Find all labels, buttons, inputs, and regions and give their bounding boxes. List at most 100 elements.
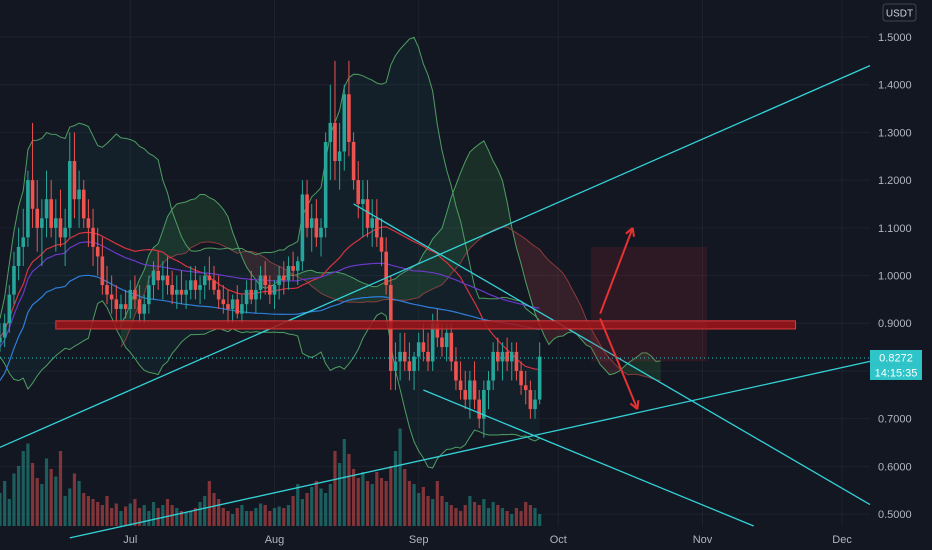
candle-body bbox=[477, 399, 481, 419]
volume-bar bbox=[440, 496, 444, 526]
cloud-segment bbox=[642, 352, 647, 377]
candle-body bbox=[314, 218, 319, 238]
volume-bar bbox=[496, 505, 500, 526]
cloud-segment bbox=[404, 269, 410, 301]
cloud-segment bbox=[209, 197, 215, 243]
volume-bar bbox=[96, 502, 100, 526]
candle-body bbox=[105, 285, 109, 295]
volume-bar bbox=[342, 439, 346, 526]
cloud-segment bbox=[358, 280, 363, 303]
candle-body bbox=[77, 189, 81, 200]
volume-bar bbox=[393, 451, 398, 526]
candle-body bbox=[319, 227, 323, 238]
time-tick-label: Nov bbox=[693, 534, 713, 546]
candle-body bbox=[216, 289, 221, 300]
price-tick-label: 0.5000 bbox=[878, 509, 912, 521]
volume-bar bbox=[454, 508, 458, 526]
cloud-segment bbox=[451, 184, 456, 274]
candle-body bbox=[458, 380, 463, 391]
candle-body bbox=[7, 294, 12, 324]
candle-body bbox=[323, 141, 328, 228]
candle-body bbox=[165, 275, 170, 286]
volume-bar bbox=[105, 496, 109, 526]
cloud-segment bbox=[232, 232, 238, 254]
volume-bar bbox=[58, 451, 63, 526]
candle-body bbox=[193, 280, 198, 290]
candle-body bbox=[258, 275, 263, 290]
cloud-segment bbox=[516, 232, 522, 264]
volume-bar bbox=[272, 508, 277, 526]
candle-body bbox=[482, 390, 486, 419]
volume-bar bbox=[524, 502, 528, 526]
volume-bar bbox=[244, 511, 249, 526]
candle-body bbox=[523, 385, 528, 391]
trendline-drawings[interactable] bbox=[0, 65, 871, 539]
candle-body bbox=[91, 227, 95, 247]
time-tick-label: Oct bbox=[550, 534, 567, 546]
candle-body bbox=[0, 337, 2, 343]
candle-body bbox=[430, 323, 435, 362]
price-tick-label: 0.7000 bbox=[878, 414, 912, 426]
volume-bar bbox=[519, 511, 523, 526]
candle-body bbox=[86, 218, 91, 228]
candle-body bbox=[230, 299, 235, 309]
time-tick-label: Aug bbox=[265, 534, 285, 546]
volume-bar bbox=[77, 481, 81, 526]
cloud-segment bbox=[655, 360, 661, 381]
candle-body bbox=[528, 390, 533, 410]
volume-bar bbox=[221, 508, 225, 526]
candle-body bbox=[119, 304, 123, 309]
volume-bar bbox=[3, 481, 7, 526]
volume-bar bbox=[477, 505, 481, 526]
cloud-segment bbox=[218, 203, 224, 246]
cloud-segment bbox=[474, 144, 480, 244]
cloud-segment bbox=[418, 253, 424, 298]
candle-body bbox=[514, 351, 519, 371]
volume-bar bbox=[268, 511, 272, 526]
volume-bar bbox=[124, 506, 128, 526]
volume-bar bbox=[324, 493, 328, 526]
volume-bar bbox=[463, 505, 467, 526]
volume-bar bbox=[449, 505, 453, 526]
cloud-segment bbox=[455, 172, 461, 269]
cloud-segment bbox=[562, 273, 568, 336]
cloud-segment bbox=[395, 274, 401, 301]
cloud-segment bbox=[176, 202, 182, 255]
cloud-segment bbox=[544, 255, 549, 345]
candle-body bbox=[156, 270, 160, 281]
candle-body bbox=[509, 351, 514, 362]
volume-bar bbox=[356, 478, 360, 526]
volume-bar bbox=[417, 493, 421, 526]
candle-body bbox=[272, 285, 277, 295]
volume-bar bbox=[361, 472, 365, 526]
time-tick-label: Sep bbox=[409, 534, 429, 546]
price-tick-label: 1.1000 bbox=[878, 223, 912, 235]
volume-bar bbox=[35, 478, 39, 526]
candle-body bbox=[67, 161, 72, 228]
volume-bar bbox=[510, 514, 514, 526]
volume-bar bbox=[137, 508, 142, 526]
candle-body bbox=[35, 208, 40, 228]
candle-body bbox=[291, 266, 295, 271]
time-axis[interactable]: Jul Aug Sep Oct Nov Dec bbox=[123, 534, 852, 546]
candle-body bbox=[379, 237, 384, 252]
cloud-segment bbox=[488, 150, 494, 234]
candle-body bbox=[444, 332, 449, 348]
cloud-segment bbox=[158, 230, 163, 268]
cloud-segment bbox=[558, 268, 563, 337]
candle-body bbox=[347, 94, 351, 142]
candle-body bbox=[226, 304, 230, 309]
candle-body bbox=[435, 323, 440, 338]
candle-body bbox=[486, 380, 491, 391]
cloud-segment bbox=[181, 201, 187, 255]
volume-bar bbox=[286, 505, 291, 526]
volume-bar bbox=[412, 484, 416, 526]
cloud-segment bbox=[432, 233, 438, 289]
volume-bar bbox=[482, 499, 486, 526]
currency-badge[interactable] bbox=[882, 3, 917, 22]
cloud-segment bbox=[497, 169, 503, 229]
arrow-up-head bbox=[631, 227, 635, 237]
cloud-segment bbox=[614, 363, 619, 374]
volume-bar bbox=[533, 508, 537, 526]
